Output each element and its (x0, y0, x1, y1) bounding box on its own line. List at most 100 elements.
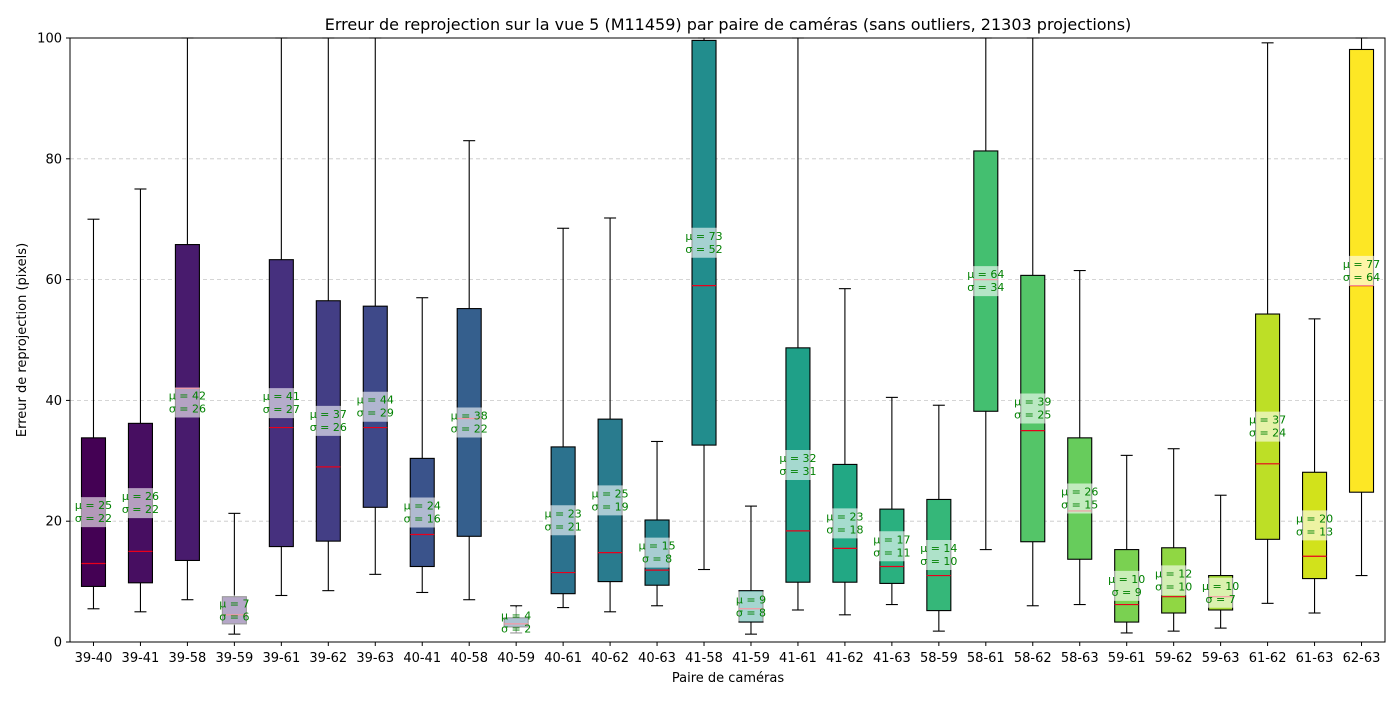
x-tick-label: 39-41 (122, 651, 160, 666)
y-axis-label: Erreur de reprojection (pixels) (15, 243, 30, 437)
x-tick-label: 41-61 (779, 651, 817, 666)
std-label: σ = 21 (545, 520, 582, 533)
stats-label-bg (1200, 577, 1241, 608)
y-tick-label: 20 (45, 515, 62, 530)
mean-label: μ = 9 (736, 593, 766, 606)
stats-label-bg (1294, 510, 1335, 541)
x-tick-label: 40-41 (403, 651, 441, 666)
stats-label-bg (308, 405, 349, 436)
x-tick-label: 39-58 (169, 651, 207, 666)
mean-label: μ = 25 (591, 487, 628, 500)
stats-label-bg (1059, 483, 1100, 514)
std-label: σ = 9 (1112, 586, 1142, 599)
std-label: σ = 29 (357, 407, 394, 420)
mean-label: μ = 64 (967, 268, 1004, 281)
std-label: σ = 7 (1206, 593, 1236, 606)
mean-label: μ = 41 (263, 390, 300, 403)
x-tick-label: 58-62 (1014, 651, 1052, 666)
mean-label: μ = 15 (638, 540, 675, 553)
mean-label: μ = 32 (779, 452, 816, 465)
mean-label: μ = 26 (122, 490, 159, 503)
std-label: σ = 22 (451, 422, 488, 435)
x-tick-label: 41-59 (732, 651, 770, 666)
std-label: σ = 27 (263, 403, 300, 416)
std-label: σ = 34 (967, 281, 1004, 294)
mean-label: μ = 37 (1249, 414, 1286, 427)
std-label: σ = 6 (219, 610, 249, 623)
std-label: σ = 64 (1343, 271, 1380, 284)
std-label: σ = 11 (873, 546, 910, 559)
mean-label: μ = 44 (357, 394, 394, 407)
x-tick-label: 58-63 (1061, 651, 1099, 666)
stats-label-bg (355, 391, 396, 422)
plot-frame (69, 37, 1386, 643)
stats-label-bg (918, 540, 959, 571)
mean-label: μ = 39 (1014, 396, 1051, 409)
stats-label-bg (1153, 565, 1194, 596)
mean-label: μ = 24 (404, 499, 441, 512)
stats-label-bg (167, 387, 208, 418)
mean-label: μ = 25 (75, 499, 112, 512)
x-tick-label: 61-62 (1249, 651, 1287, 666)
x-tick-label: 62-63 (1343, 651, 1381, 666)
x-tick-label: 58-59 (920, 651, 958, 666)
grid-lines (70, 158, 1385, 522)
x-tick-label: 39-40 (75, 651, 113, 666)
mean-label: μ = 77 (1343, 258, 1380, 271)
x-tick-label: 40-62 (591, 651, 629, 666)
stats-label-bg (214, 595, 255, 626)
x-tick-label: 40-58 (450, 651, 488, 666)
mean-label: μ = 42 (169, 390, 206, 403)
std-label: σ = 26 (169, 403, 206, 416)
stats-label-bg (120, 488, 161, 519)
x-tick-label: 41-62 (826, 651, 864, 666)
stats-label-bg (684, 227, 725, 258)
mean-label: μ = 7 (219, 597, 249, 610)
stats-label-bg (1341, 255, 1382, 286)
y-tick-label: 80 (45, 152, 62, 167)
std-label: σ = 22 (122, 503, 159, 516)
mean-label: μ = 73 (685, 230, 722, 243)
x-tick-label: 41-63 (873, 651, 911, 666)
x-tick-label: 40-61 (544, 651, 582, 666)
std-label: σ = 26 (310, 421, 347, 434)
x-tick-label: 41-58 (685, 651, 723, 666)
std-label: σ = 10 (920, 555, 957, 568)
std-label: σ = 16 (404, 512, 441, 525)
annotations: μ = 25σ = 22μ = 26σ = 22μ = 42σ = 26μ = … (73, 227, 1382, 638)
std-label: σ = 15 (1061, 499, 1098, 512)
stats-label-bg (73, 497, 114, 528)
std-label: σ = 52 (685, 243, 722, 256)
mean-label: μ = 20 (1296, 512, 1333, 525)
stats-label-bg (590, 485, 631, 516)
stats-label-bg (777, 450, 818, 481)
mean-label: μ = 14 (920, 542, 957, 555)
stats-label-bg (402, 497, 443, 528)
x-tick-label: 59-63 (1202, 651, 1240, 666)
std-label: σ = 13 (1296, 525, 1333, 538)
mean-label: μ = 10 (1108, 573, 1145, 586)
stats-label-bg (496, 607, 537, 638)
x-tick-label: 58-61 (967, 651, 1005, 666)
chart-title: Erreur de reprojection sur la vue 5 (M11… (325, 15, 1132, 34)
x-tick-label: 61-63 (1296, 651, 1334, 666)
x-tick-label: 39-62 (309, 651, 347, 666)
std-label: σ = 10 (1155, 580, 1192, 593)
std-label: σ = 31 (779, 465, 816, 478)
x-axis-label: Paire de caméras (672, 671, 784, 686)
stats-label-bg (730, 591, 771, 622)
stats-label-bg (965, 266, 1006, 297)
std-label: σ = 8 (642, 553, 672, 566)
mean-label: μ = 37 (310, 408, 347, 421)
axes: 0 20 40 60 80 100 39-40 39-41 39-58 39-59 39-61 39-… (37, 32, 1386, 666)
x-tick-label: 59-62 (1155, 651, 1193, 666)
x-tick-label: 39-61 (262, 651, 300, 666)
x-tick-label: 39-63 (356, 651, 394, 666)
stats-label-bg (824, 508, 865, 539)
stats-label-bg (1247, 411, 1288, 442)
std-label: σ = 2 (501, 622, 531, 635)
std-label: σ = 25 (1014, 409, 1051, 422)
mean-label: μ = 23 (545, 507, 582, 520)
